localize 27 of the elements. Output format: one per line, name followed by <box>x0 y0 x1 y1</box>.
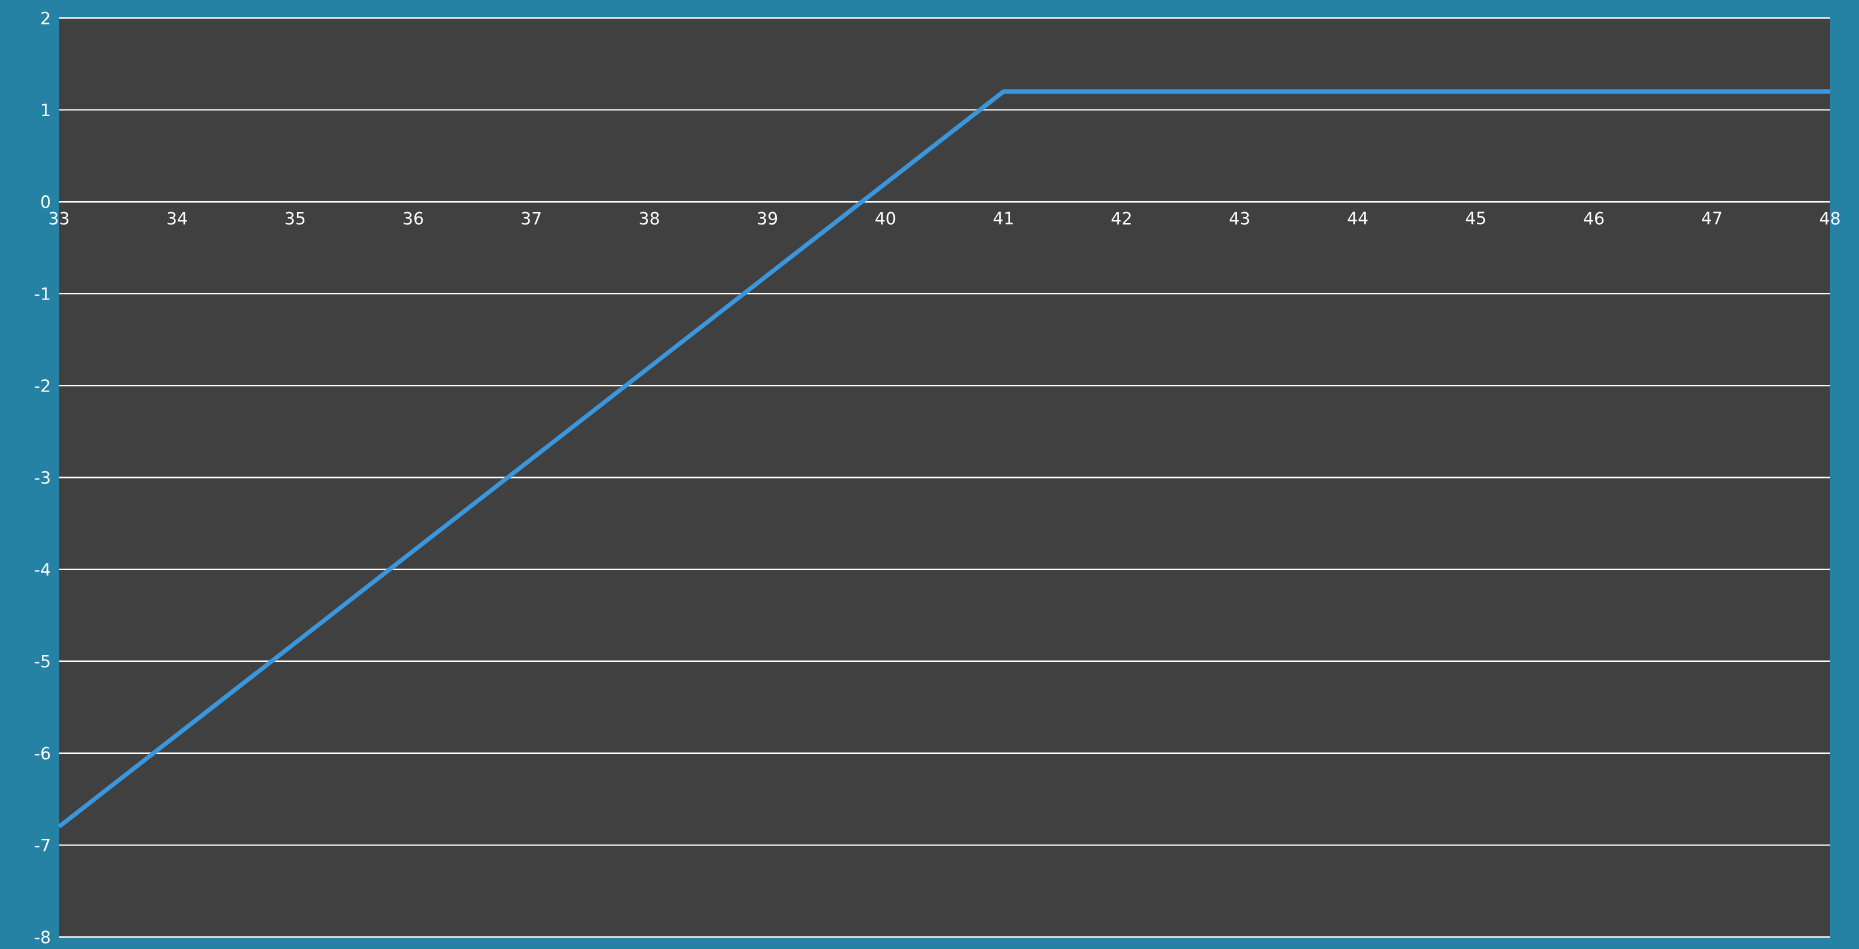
y-tick-label: -7 <box>34 838 50 852</box>
y-tick-label: -5 <box>34 654 50 668</box>
x-tick-label: 35 <box>285 211 305 225</box>
y-tick-label: -4 <box>34 563 51 576</box>
x-tick-label: 33 <box>49 211 69 225</box>
x-tick-label: 36 <box>403 211 423 225</box>
x-tick-label: 48 <box>1820 211 1840 225</box>
y-tick-label: -1 <box>34 287 50 300</box>
y-tick-label: 0 <box>41 195 50 209</box>
x-tick-label: 45 <box>1465 211 1486 225</box>
y-tick-label: -8 <box>34 930 50 944</box>
x-tick-label: 38 <box>639 211 659 225</box>
x-tick-label: 43 <box>1229 211 1250 225</box>
x-tick-label: 42 <box>1111 211 1131 225</box>
x-tick-label: 41 <box>993 211 1013 225</box>
y-tick-label: 1 <box>42 103 50 117</box>
x-tick-label: 46 <box>1583 211 1604 225</box>
x-tick-label: 39 <box>757 211 777 225</box>
x-tick-label: 44 <box>1347 211 1368 225</box>
y-tick-label: -6 <box>34 746 50 760</box>
x-tick-label: 34 <box>167 211 187 225</box>
x-tick-label: 40 <box>875 211 896 225</box>
y-tick-label: -2 <box>34 379 50 392</box>
y-tick-label: -3 <box>34 471 50 484</box>
y-tick-label: 2 <box>41 11 50 25</box>
x-tick-label: 37 <box>521 211 541 225</box>
x-tick-label: 47 <box>1701 211 1722 225</box>
